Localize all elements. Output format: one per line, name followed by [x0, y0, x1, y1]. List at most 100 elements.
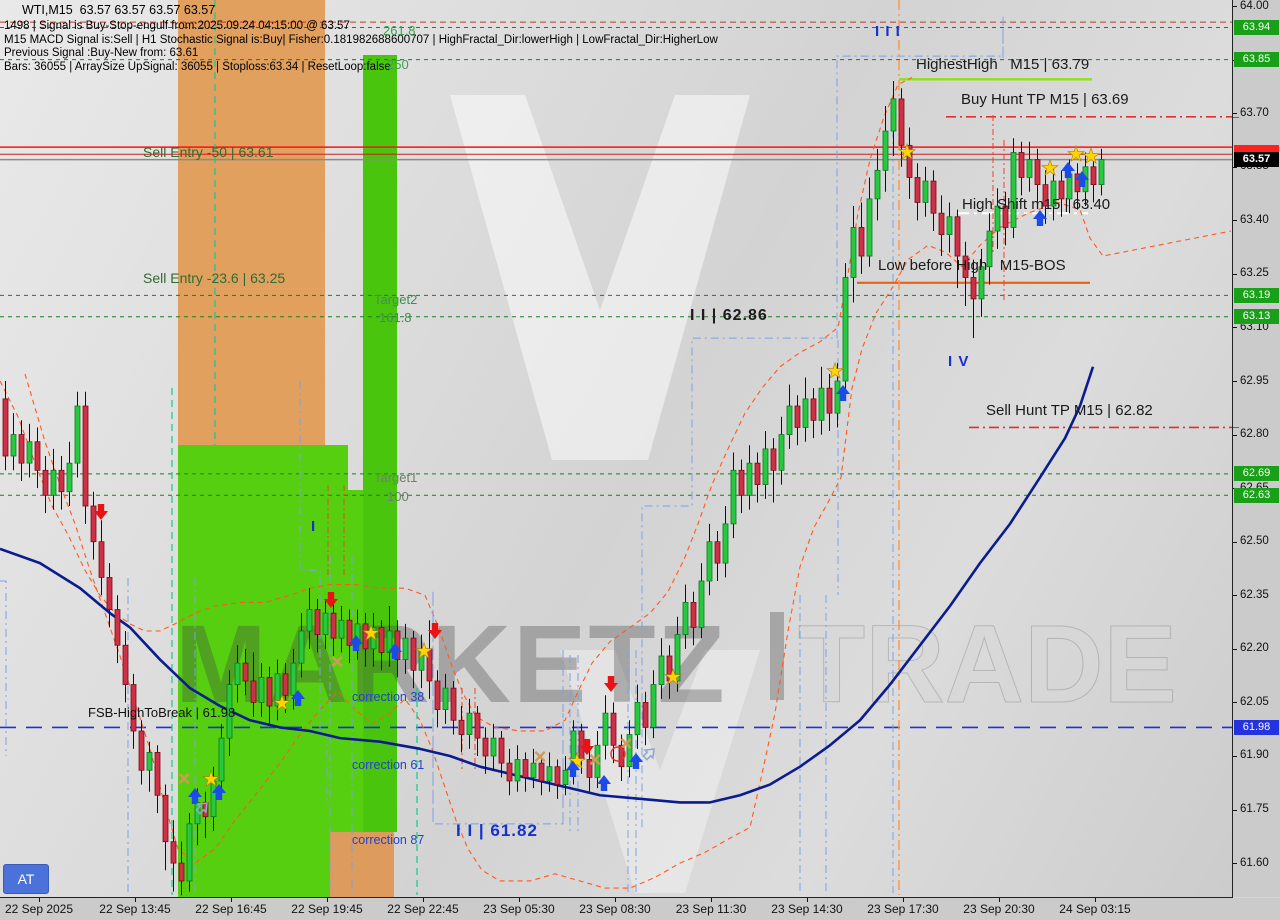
time-axis-label: 23 Sep 14:30 — [771, 902, 843, 916]
chart-annotation: Sell Entry -50 | 63.61 — [143, 144, 274, 160]
chart-annotation: correction 87 — [352, 833, 425, 847]
chart-annotation: Target1 — [374, 470, 418, 485]
time-axis-label: 22 Sep 2025 — [4, 902, 74, 916]
time-tick-mark — [39, 898, 40, 902]
sell-arrow-icon — [604, 676, 618, 692]
time-axis[interactable]: 22 Sep 2025 22 Sep 13:45 22 Sep 16:45 22 Se… — [0, 898, 1280, 920]
previous-signal-line: Previous Signal :Buy-New from: 63.61 — [4, 47, 199, 59]
moving-average-line — [0, 366, 1095, 804]
logo-watermark-bottom — [560, 650, 760, 893]
price-tick-label: 61.60 — [1240, 856, 1269, 869]
axis-corner — [1233, 898, 1280, 920]
chart-annotation: 161.8 — [379, 310, 412, 325]
buy-arrow-icon — [212, 784, 226, 800]
price-tick-label: 63.25 — [1240, 267, 1269, 280]
time-axis-label: 22 Sep 13:45 — [99, 902, 171, 916]
indicator-info-block: WTI,M15 63.57 63.57 63.57 63.57 1498 | S… — [4, 3, 718, 74]
structure-line — [432, 591, 564, 825]
chart-annotation: FSB-HighToBreak | 61.98 — [88, 705, 236, 720]
time-tick-mark — [711, 898, 712, 902]
time-tick-mark — [807, 898, 808, 902]
time-axis-label: 24 Sep 03:15 — [1059, 902, 1131, 916]
time-tick-mark — [615, 898, 616, 902]
price-tick-mark — [1233, 541, 1237, 543]
time-axis-label: 22 Sep 22:45 — [387, 902, 459, 916]
price-tick-mark — [1233, 113, 1237, 115]
buy-arrow-icon — [188, 788, 202, 804]
price-tick-label: 62.50 — [1240, 535, 1269, 548]
price-tick-mark — [1233, 6, 1237, 8]
price-tick-mark — [1233, 273, 1237, 275]
time-tick-mark — [135, 898, 136, 902]
time-tick-mark — [327, 898, 328, 902]
time-tick-mark — [903, 898, 904, 902]
supply-zone-orange — [178, 0, 325, 445]
price-tick-label: 62.35 — [1240, 588, 1269, 601]
price-tick-label: 61.90 — [1240, 749, 1269, 762]
buy-arrow-icon — [291, 690, 305, 706]
candlestick-plot: MARKETZ TRADE★★★★★★★★★★★××× ×× — [0, 0, 1232, 897]
price-axis[interactable]: 64.0063.8563.7063.5563.4063.2563.1062.95… — [1233, 0, 1280, 897]
tp-level-tick — [1233, 427, 1239, 429]
closed-signal-x-icon: × — [534, 744, 547, 769]
buy-arrow-icon — [1075, 171, 1089, 187]
price-tick-mark — [1233, 863, 1237, 865]
price-tick-mark — [1233, 220, 1237, 222]
symbol-ohlc-line: WTI,M15 63.57 63.57 63.57 63.57 — [22, 3, 216, 17]
buy-arrow-icon — [597, 775, 611, 791]
chart-annotation: Target2 — [374, 292, 418, 307]
signal-markers: ★★★★★★★★★★★××× ×× — [94, 141, 1101, 815]
price-level-badge: 62.69 — [1234, 466, 1279, 482]
price-tick-mark — [1233, 327, 1237, 329]
chart-area[interactable]: MARKETZ TRADE ★ ★ ★ ★ ★ ★ ★ ★ ★ ★ ★ × × × × × WTI,M15 63.… — [0, 0, 1233, 898]
price-tick-label: 61.75 — [1240, 803, 1269, 816]
price-tick-mark — [1233, 381, 1237, 383]
price-tick-label: 63.70 — [1240, 106, 1269, 119]
chart-annotation: Low before High M15-BOS — [878, 257, 1066, 274]
price-level-badge: 63.85 — [1234, 52, 1279, 68]
time-tick-mark — [231, 898, 232, 902]
time-tick-mark — [423, 898, 424, 902]
supply-zone-orange-bottom — [330, 832, 394, 897]
time-axis-label: 23 Sep 05:30 — [483, 902, 555, 916]
price-level-badge: 63.13 — [1234, 309, 1279, 325]
tp-level-tick — [1233, 116, 1239, 118]
sell-arrow-icon — [324, 592, 338, 608]
chart-annotation: Sell Entry -23.6 | 63.25 — [143, 270, 286, 286]
time-tick-mark — [519, 898, 520, 902]
price-tick-label: 63.40 — [1240, 213, 1269, 226]
buy-arrow-icon — [1033, 210, 1047, 226]
chart-annotation: I I | 62.86 — [690, 307, 768, 324]
price-tick-mark — [1233, 809, 1237, 811]
chart-annotation: I I I — [875, 23, 901, 40]
auto-trade-button[interactable]: AT — [3, 864, 49, 894]
time-axis-label: 23 Sep 11:30 — [675, 902, 747, 916]
sell-arrow-icon — [428, 623, 442, 639]
time-axis-label: 22 Sep 16:45 — [195, 902, 267, 916]
chart-annotation: I V — [948, 353, 970, 370]
buy-arrow-icon — [566, 761, 580, 777]
buy-signal-star-icon: ★ — [1082, 145, 1101, 168]
logo-watermark — [450, 95, 750, 460]
time-axis-label: 22 Sep 19:45 — [291, 902, 363, 916]
current-price-badge: 63.57 — [1234, 151, 1279, 167]
buy-arrow-icon — [1061, 162, 1075, 178]
structure-line — [0, 580, 7, 756]
chart-annotation: Buy Hunt TP M15 | 63.69 — [961, 91, 1129, 108]
buy-signal-star-icon: ★ — [415, 640, 434, 663]
closed-signal-x-icon: × — [178, 766, 191, 791]
chart-annotation: HighestHigh M15 | 63.79 — [916, 56, 1090, 73]
signal-circle-icon — [610, 746, 626, 762]
buy-arrow-icon — [349, 635, 363, 651]
chart-annotation: correction 38 — [352, 690, 425, 704]
signal-info-line: 1498 | Signal is Buy-Stop-engulf from:20… — [4, 20, 350, 32]
chart-annotation: correction 61 — [352, 758, 425, 772]
chart-annotation: I I | 61.82 — [456, 821, 538, 840]
brand-watermark-right: TRADE — [798, 603, 1177, 726]
price-tick-mark — [1233, 702, 1237, 704]
price-tick-label: 62.05 — [1240, 695, 1269, 708]
price-tick-label: 62.95 — [1240, 374, 1269, 387]
price-tick-label: 64.00 — [1240, 0, 1269, 12]
price-level-badge: 62.63 — [1234, 487, 1279, 503]
time-axis-label: 23 Sep 17:30 — [867, 902, 939, 916]
